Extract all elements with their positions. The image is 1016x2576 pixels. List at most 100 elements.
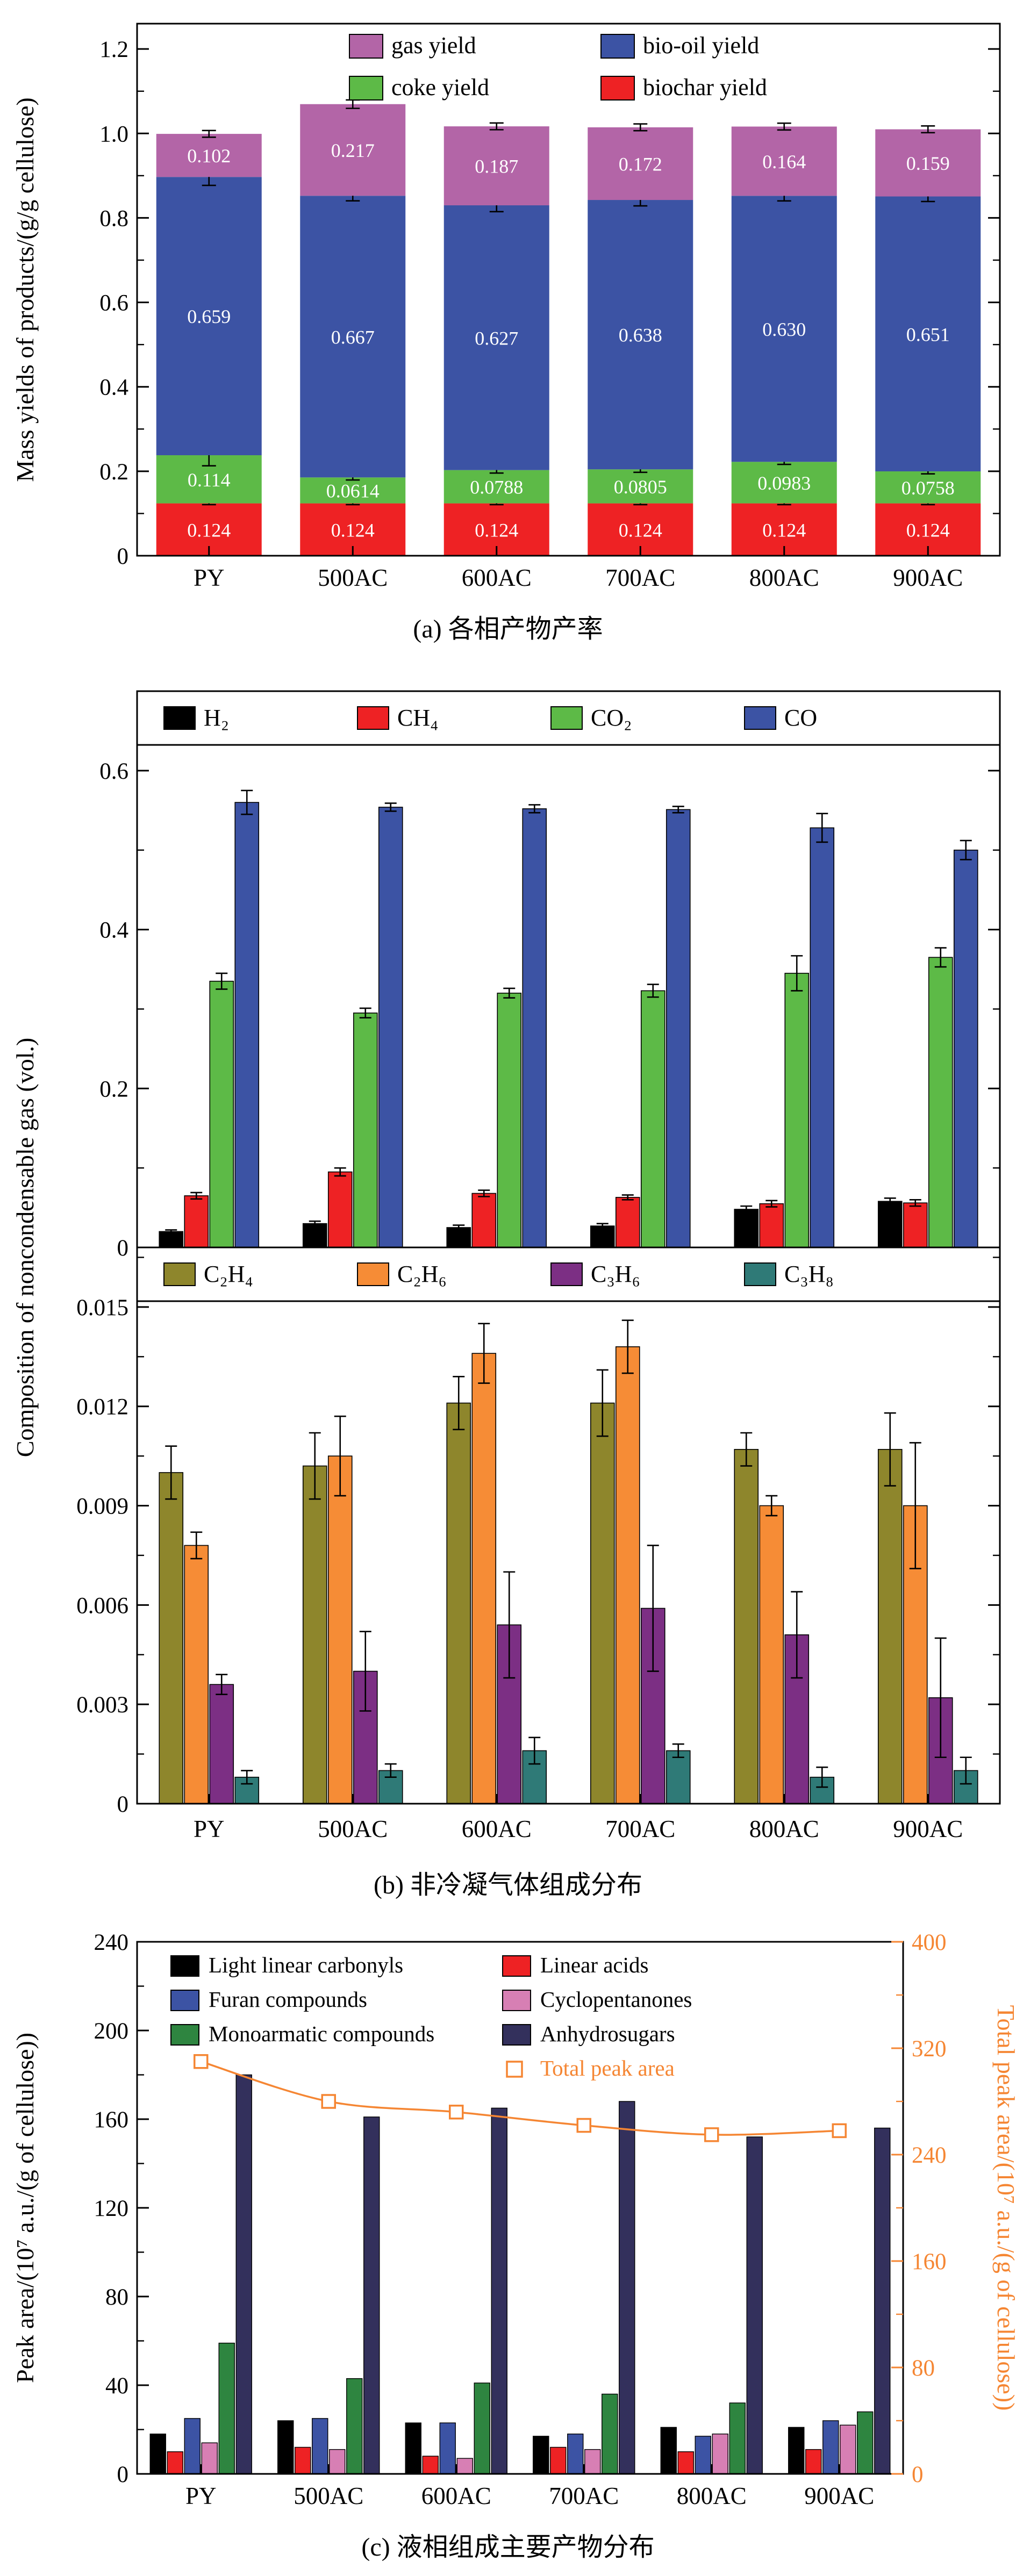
bar-Light-linear-carbonyls	[533, 2436, 549, 2474]
legend-swatch-Light-linear-carbonyls	[170, 1955, 199, 1977]
bar-C₂H₆	[184, 1545, 209, 1804]
segment-value-label: 0.114	[188, 469, 231, 491]
total-peak-area-marker	[194, 2054, 209, 2069]
x-tick-label: 600AC	[462, 1816, 532, 1842]
segment-value-label: 0.638	[619, 325, 662, 346]
bar-Anhydrosugars	[363, 2116, 380, 2474]
y-tick-label: 0.2	[99, 460, 128, 485]
bar-Anhydrosugars	[235, 2074, 252, 2474]
bar-Linear-acids	[167, 2451, 183, 2474]
axis-title: Total peak area/(10⁷ a.u./(g of cellulos…	[992, 2005, 1016, 2411]
bar-segment-gas-yield	[443, 126, 549, 206]
bar-Cyclopentanones	[584, 2449, 601, 2474]
bar-C₃H₈	[666, 1750, 691, 1804]
y-tick-label: 1.2	[99, 37, 128, 62]
legend-marker-total-peak-area	[506, 2061, 523, 2078]
bar-CO₂	[353, 1013, 378, 1248]
y-tick-label: 120	[94, 2196, 129, 2221]
legend-label: H₂	[204, 705, 229, 731]
legend-label: CO₂	[591, 705, 632, 731]
segment-value-label: 0.159	[906, 153, 950, 174]
x-tick-label: 500AC	[294, 2482, 363, 2509]
bar-Light-linear-carbonyls	[660, 2427, 677, 2474]
legend-label: C₃H₆	[591, 1261, 640, 1287]
bar-Linear-acids	[295, 2446, 311, 2474]
bar-CO	[522, 808, 547, 1248]
bar-H₂	[159, 1231, 184, 1248]
bar-Linear-acids	[677, 2451, 694, 2474]
bar-segment-bio-oil-yield	[443, 205, 549, 470]
bar-CO₂	[784, 973, 810, 1248]
y-tick-label: 160	[94, 2107, 129, 2133]
y-tick-label: 80	[105, 2285, 128, 2310]
bar-Light-linear-carbonyls	[277, 2420, 294, 2474]
y-tick-label: 200	[94, 2019, 129, 2044]
legend-swatch-Furan-compounds	[170, 1990, 199, 2011]
bar-Furan-compounds	[822, 2420, 839, 2474]
legend-label: biochar yield	[643, 74, 767, 101]
y-tick-label: 0.003	[76, 1692, 128, 1718]
segment-value-label: 0.0758	[901, 477, 955, 499]
bar-CH₄	[759, 1203, 784, 1248]
x-tick-label: 900AC	[893, 1816, 963, 1842]
y-tick-label: 240	[94, 1930, 129, 1955]
segment-value-label: 0.124	[619, 519, 662, 541]
legend-swatch-C₂H₄	[163, 1262, 196, 1286]
legend-swatch-Anhydrosugars	[502, 2024, 531, 2046]
bar-CO	[953, 849, 978, 1248]
legend-swatch-C₃H₆	[550, 1262, 583, 1286]
legend-label: C₃H₈	[784, 1261, 834, 1287]
y-tick-label: 0.6	[99, 291, 128, 316]
bar-CO	[810, 827, 835, 1248]
segment-value-label: 0.0614	[326, 480, 380, 501]
legend-swatch-Cyclopentanones	[502, 1990, 531, 2011]
bar-segment-coke-yield	[588, 469, 693, 504]
segment-value-label: 0.124	[906, 519, 950, 541]
caption-b: (b) 非冷凝气体组成分布	[374, 1871, 642, 1899]
bar-Cyclopentanones	[201, 2442, 218, 2474]
segment-value-label: 0.0788	[470, 477, 523, 498]
x-tick-label: 800AC	[677, 2482, 747, 2509]
axis-frame	[136, 23, 1001, 557]
legend-label: C₂H₆	[397, 1261, 447, 1287]
bar-CO₂	[209, 980, 234, 1248]
chart-c-liquid-products: 0 40 80 120 160 200 240 0 80 160 240 320 400 PY 500AC 6…	[11, 1930, 1016, 2509]
total-peak-area-marker	[704, 2127, 719, 2142]
bar-Light-linear-carbonyls	[149, 2434, 166, 2474]
segment-value-label: 0.659	[187, 306, 231, 327]
bar-segment-coke-yield	[731, 462, 837, 504]
y-tick-label: 0	[117, 1792, 129, 1817]
y-tick-label-right: 240	[912, 2143, 947, 2168]
segment-value-label: 0.164	[762, 151, 806, 173]
bar-Anhydrosugars	[746, 2136, 763, 2474]
y-tick-label-right: 160	[912, 2249, 947, 2274]
y-tick-label: 0.2	[99, 1077, 128, 1102]
bar-segment-gas-yield	[588, 127, 693, 200]
y-tick-label-right: 400	[912, 1930, 947, 1955]
chart-b-gas-composition: H₂ CH₄ CO₂ CO 0 0.2 0.4 0.6 C₂H₄ C₂H₆ C₃H₆ C₃H₈ 0 0.0…	[11, 690, 1001, 1842]
bar-segment-gas-yield	[875, 129, 981, 197]
bar-Furan-compounds	[567, 2434, 584, 2474]
legend-swatch-CO₂	[550, 706, 583, 730]
legend-label: Anhydrosugars	[540, 2021, 675, 2046]
bar-Anhydrosugars	[874, 2127, 891, 2474]
axis-title: Composition of noncondensable gas (vol.)	[11, 1038, 39, 1458]
x-tick-label: 700AC	[605, 564, 675, 591]
legend-label: Cyclopentanones	[540, 1987, 692, 2012]
legend-swatch-gas-yield	[349, 34, 383, 59]
legend-label: gas yield	[391, 32, 476, 59]
bar-C₂H₆	[615, 1346, 640, 1804]
legend-swatch-Monoarmatic-compounds	[170, 2024, 199, 2046]
x-tick-label: 900AC	[893, 564, 963, 591]
legend-swatch-CH₄	[357, 706, 389, 730]
segment-value-label: 0.667	[331, 326, 375, 348]
bar-C₃H₆	[209, 1684, 234, 1804]
x-tick-label: PY	[194, 564, 225, 591]
x-tick-label: 800AC	[749, 564, 819, 591]
legend-label: Furan compounds	[209, 1987, 367, 2012]
total-peak-area-marker	[321, 2094, 336, 2109]
bar-Linear-acids	[422, 2456, 439, 2474]
legend-swatch-CO	[744, 706, 776, 730]
caption-c: (c) 液相组成主要产物分布	[361, 2533, 655, 2561]
y-tick-label-right: 0	[912, 2462, 924, 2487]
